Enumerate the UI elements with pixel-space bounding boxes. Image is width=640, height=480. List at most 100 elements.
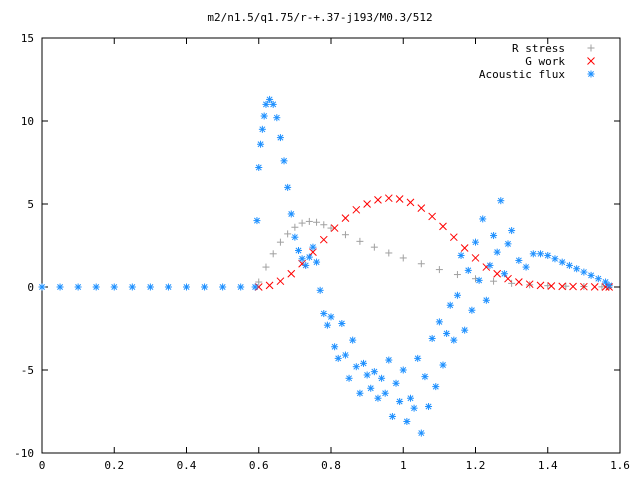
data-point	[525, 280, 534, 289]
data-point	[276, 238, 284, 246]
data-point	[237, 283, 245, 291]
chart-title: m2/n1.5/q1.75/r-+.37-j193/M0.3/512	[207, 11, 432, 24]
data-point	[363, 200, 371, 208]
data-point	[316, 286, 324, 294]
data-point	[345, 374, 353, 382]
data-point	[269, 250, 277, 258]
data-point	[461, 326, 469, 334]
data-point	[493, 248, 501, 256]
data-point	[370, 243, 378, 251]
data-point	[367, 384, 375, 392]
plot-frame	[41, 37, 621, 454]
data-point	[260, 112, 268, 120]
data-point	[110, 283, 118, 291]
data-point	[294, 246, 302, 254]
legend-label-g-work: G work	[525, 55, 565, 68]
data-point	[284, 230, 292, 238]
data-point	[341, 214, 350, 222]
data-point	[38, 283, 46, 291]
data-point	[291, 223, 299, 231]
data-point	[590, 282, 599, 291]
legend: R stress G work Acoustic flux	[479, 42, 595, 81]
data-point	[392, 379, 400, 387]
data-point	[327, 224, 335, 232]
data-point	[529, 250, 537, 258]
legend-markers	[587, 44, 595, 78]
data-point	[450, 336, 458, 344]
legend-marker	[587, 70, 595, 78]
data-point	[385, 249, 393, 257]
y-tick-label: -10	[14, 447, 34, 460]
data-point	[284, 183, 292, 191]
data-point	[403, 417, 411, 425]
data-point	[515, 256, 523, 264]
data-point	[547, 282, 556, 290]
data-point	[396, 398, 404, 406]
x-tick-label: 0	[39, 459, 46, 472]
data-point	[395, 195, 404, 203]
data-point	[497, 197, 505, 205]
data-point	[360, 359, 368, 367]
data-point	[428, 334, 436, 342]
data-point	[514, 278, 523, 286]
data-point	[287, 210, 295, 218]
data-point	[164, 283, 172, 291]
data-point	[253, 217, 261, 225]
data-point	[146, 283, 154, 291]
data-point	[508, 279, 516, 287]
data-point	[341, 351, 349, 359]
data-point	[435, 318, 443, 326]
data-point	[475, 276, 483, 284]
data-point	[425, 403, 433, 411]
data-point	[504, 240, 512, 248]
data-point	[471, 254, 480, 262]
data-point	[323, 321, 331, 329]
data-point	[594, 275, 602, 283]
data-point	[414, 354, 422, 362]
x-tick-label: 0.2	[104, 459, 124, 472]
data-point	[374, 195, 382, 204]
data-point	[291, 233, 299, 241]
data-point	[298, 255, 306, 263]
data-point	[439, 222, 447, 231]
data-point	[460, 244, 469, 252]
data-point	[406, 394, 414, 402]
data-point	[472, 238, 479, 246]
series-acoustic-flux	[38, 95, 613, 437]
data-point	[468, 306, 476, 314]
data-point	[262, 263, 270, 271]
y-tick-labels: -10 -5 0 5 10 15	[14, 32, 34, 460]
series-layer	[38, 95, 614, 437]
data-point	[287, 269, 296, 278]
data-point	[356, 389, 364, 397]
data-point	[319, 235, 328, 244]
data-point	[399, 366, 407, 374]
data-point	[446, 301, 454, 309]
data-point	[500, 270, 508, 278]
data-point	[598, 283, 606, 291]
y-tick-label: 5	[27, 198, 34, 211]
data-point	[421, 373, 429, 381]
y-tick-label: 10	[21, 115, 34, 128]
data-point	[262, 100, 270, 108]
data-point	[384, 194, 393, 203]
data-point	[439, 361, 447, 369]
data-point	[128, 283, 136, 291]
data-point	[490, 277, 498, 285]
data-point	[428, 212, 437, 221]
data-point	[302, 261, 310, 269]
data-point	[573, 265, 581, 273]
data-point	[276, 277, 285, 286]
data-point	[280, 157, 288, 165]
data-point	[558, 258, 566, 266]
x-tick-label: 0.4	[177, 459, 197, 472]
data-point	[266, 95, 274, 103]
data-point	[417, 204, 426, 213]
data-point	[580, 268, 588, 276]
data-point	[305, 253, 313, 261]
data-point	[453, 271, 461, 279]
data-point	[265, 281, 274, 290]
data-point	[522, 263, 530, 271]
data-point	[334, 354, 342, 362]
